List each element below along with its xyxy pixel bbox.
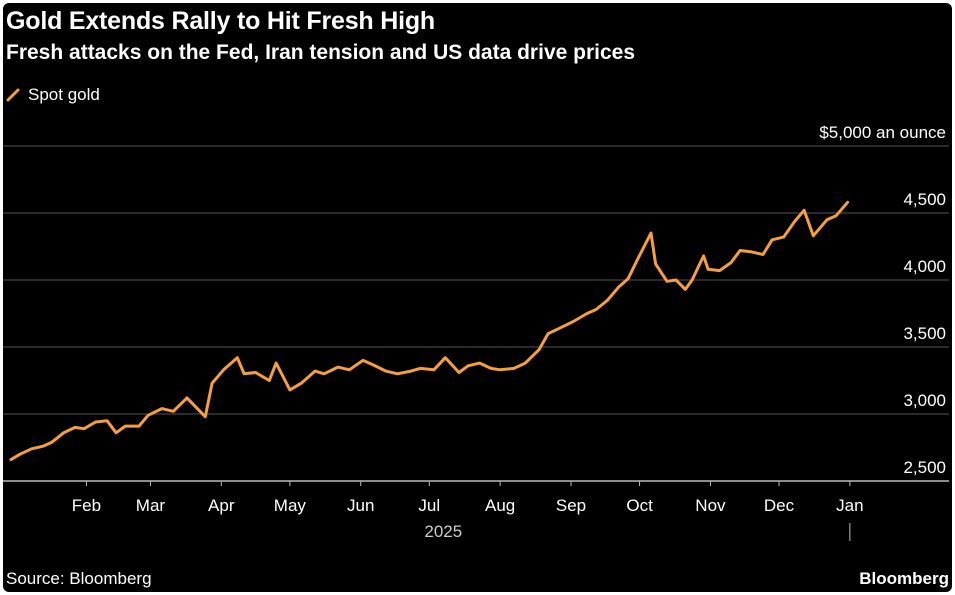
chart-frame: Gold Extends Rally to Hit Fresh High Fre… <box>3 3 952 592</box>
legend-label-spot-gold: Spot gold <box>28 85 100 104</box>
legend-swatch-icon <box>6 88 20 102</box>
y-tick-label-5000: $5,000 an ounce <box>819 123 946 142</box>
x-axis-year-label: 2025 <box>424 522 462 541</box>
x-tick-label-oct: Oct <box>626 496 653 515</box>
chart-subtitle: Fresh attacks on the Fed, Iran tension a… <box>6 41 636 64</box>
legend: Spot gold <box>6 85 100 105</box>
x-tick-label-dec: Dec <box>764 496 795 515</box>
series-line-spot-gold <box>9 200 850 462</box>
x-tick-label-apr: Apr <box>208 496 235 515</box>
x-tick-label-nov: Nov <box>695 496 726 515</box>
x-tick-label-jun: Jun <box>347 496 374 515</box>
source-note: Source: Bloomberg <box>6 569 152 588</box>
chart-title: Gold Extends Rally to Hit Fresh High <box>6 7 435 35</box>
y-tick-label-2500: 2,500 <box>903 458 946 477</box>
y-tick-label-4000: 4,000 <box>903 257 946 276</box>
x-tick-label-mar: Mar <box>136 496 166 515</box>
x-tick-label-aug: Aug <box>485 496 515 515</box>
y-tick-label-3500: 3,500 <box>903 324 946 343</box>
line-chart: 2,500 3,000 3,500 4,000 4,500 $5,000 an ounce… <box>3 123 949 541</box>
x-tick-label-sep: Sep <box>556 496 586 515</box>
y-tick-label-4500: 4,500 <box>903 190 946 209</box>
x-tick-label-jan: Jan <box>836 496 863 515</box>
x-tick-label-jul: Jul <box>418 496 440 515</box>
x-tick-label-feb: Feb <box>72 496 101 515</box>
brand-logo-text: Bloomberg <box>859 569 949 588</box>
y-tick-label-3000: 3,000 <box>903 391 946 410</box>
x-tick-label-may: May <box>274 496 307 515</box>
